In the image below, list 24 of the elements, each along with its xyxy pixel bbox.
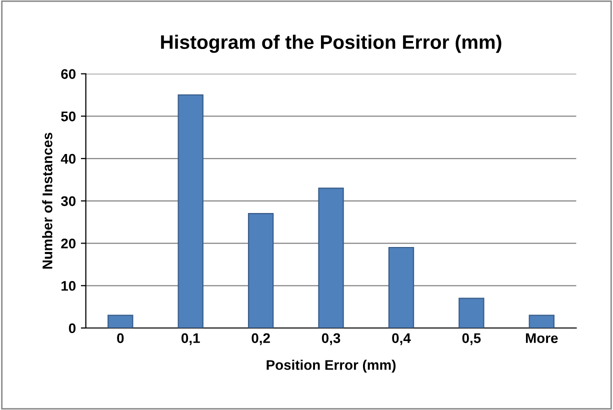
x-axis-title: Position Error (mm) bbox=[266, 360, 396, 373]
chart-title: Histogram of the Position Error (mm) bbox=[161, 34, 502, 53]
x-tick-label: 0,1 bbox=[182, 333, 200, 346]
y-tick-label: 20 bbox=[61, 238, 76, 248]
x-tick-label: 0,4 bbox=[392, 333, 411, 346]
x-tick-label: 0,3 bbox=[322, 333, 340, 346]
bar bbox=[248, 213, 274, 328]
bar bbox=[318, 188, 344, 328]
bar bbox=[528, 314, 554, 328]
y-tick-label: 50 bbox=[61, 112, 76, 122]
y-tick-label: 40 bbox=[60, 154, 76, 164]
y-tick-label: 30 bbox=[60, 196, 76, 206]
y-tick-label: 60 bbox=[61, 69, 76, 79]
y-axis-title: Number of Instances bbox=[42, 132, 52, 269]
x-tick-label: More bbox=[526, 333, 558, 344]
bar bbox=[388, 246, 414, 328]
bar bbox=[108, 314, 134, 328]
y-tick-label: 0 bbox=[68, 323, 76, 334]
x-tick-label: 0,5 bbox=[462, 333, 481, 346]
bar bbox=[178, 94, 204, 328]
bar bbox=[458, 298, 484, 328]
x-tick-label: 0,2 bbox=[252, 333, 270, 346]
x-tick-label: 0 bbox=[117, 333, 124, 344]
y-tick-label: 10 bbox=[62, 280, 76, 291]
